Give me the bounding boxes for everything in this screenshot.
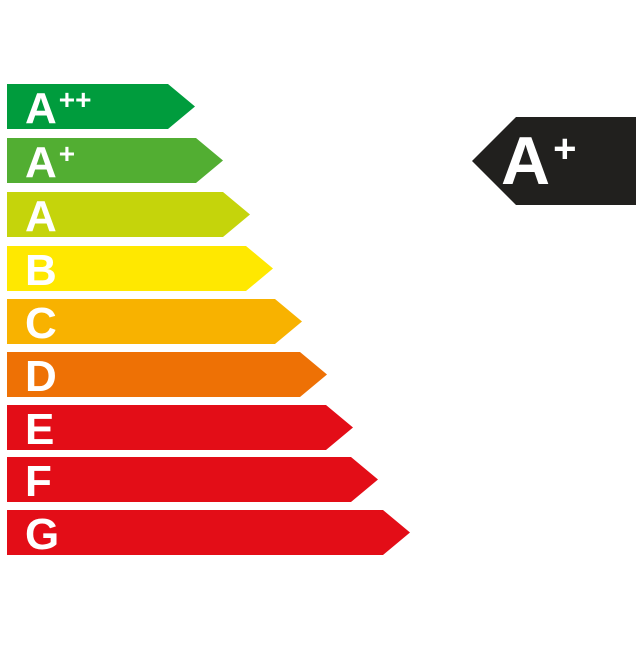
energy-bar-b — [7, 246, 273, 291]
energy-bar-label-e: E — [25, 405, 54, 454]
energy-bar-label-a: A — [25, 192, 57, 241]
rating-badge-arrow — [472, 117, 636, 205]
energy-bar-g — [7, 510, 410, 555]
energy-bar-d — [7, 352, 327, 397]
energy-bar-e — [7, 405, 353, 450]
energy-bar-a-plus — [7, 138, 223, 183]
energy-bar-label-f: F — [25, 457, 52, 506]
energy-bar-label-c: C — [25, 299, 57, 348]
energy-bar-c — [7, 299, 302, 344]
energy-bar-a-plus-plus — [7, 84, 195, 129]
energy-bar-a — [7, 192, 250, 237]
energy-bar-f — [7, 457, 378, 502]
energy-bar-label-b: B — [25, 246, 57, 295]
energy-bar-label-d: D — [25, 352, 57, 401]
energy-bar-label-g: G — [25, 510, 59, 559]
